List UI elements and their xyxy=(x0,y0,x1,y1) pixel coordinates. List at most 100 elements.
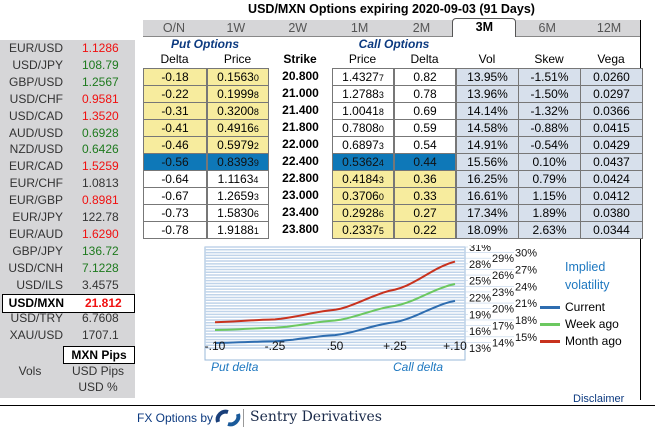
legend-label: Week ago xyxy=(565,317,619,331)
pair-rate: 108.79 xyxy=(82,57,119,72)
cell-value: 0.44 xyxy=(413,155,437,169)
call-price-cell[interactable]: 0.53624 xyxy=(332,153,394,171)
currency-pair-row[interactable]: USD/TRY 6.7608 xyxy=(0,310,135,327)
currency-pair-row[interactable]: EUR/JPY 122.78 xyxy=(0,209,135,226)
call-price-cell[interactable]: 0.41843 xyxy=(332,170,394,188)
unit-option[interactable]: USD % xyxy=(78,380,118,394)
currency-pair-row[interactable]: AUD/USD 0.6928 xyxy=(0,125,135,142)
call-price-cell[interactable]: 1.43277 xyxy=(332,68,394,86)
tab-2m[interactable]: 2M xyxy=(390,20,453,37)
tab-on[interactable]: O/N xyxy=(143,20,205,37)
cell-value: 0.5362 xyxy=(342,155,379,169)
currency-pair-row[interactable]: EUR/USD 1.1286 xyxy=(0,40,135,57)
pair-label: GBP/JPY xyxy=(12,243,63,258)
pair-label: USD/TRY xyxy=(10,311,63,326)
currency-pair-row[interactable]: EUR/CAD 1.5259 xyxy=(0,158,135,175)
tenor-tabs: O/N 1W 2W 1M 2M 3M 6M 12M xyxy=(143,18,640,37)
tab-2w[interactable]: 2W xyxy=(266,20,329,37)
strike-cell: 22.000 xyxy=(270,136,331,154)
skew-cell: -1.50% xyxy=(518,85,581,103)
pair-label: USD/JPY xyxy=(12,57,63,72)
call-price-cell[interactable]: 0.78080 xyxy=(332,119,394,137)
pair-rate: 0.8981 xyxy=(82,193,119,208)
call-price-cell[interactable]: 0.29286 xyxy=(332,204,394,222)
vega-cell: 0.0424 xyxy=(580,170,643,188)
put-price-cell[interactable]: 0.59792 xyxy=(207,136,269,154)
currency-pair-row[interactable]: USD/CAD 1.3520 xyxy=(0,108,135,125)
cell-value: 0.82 xyxy=(413,70,437,84)
unit-option[interactable]: USD Pips xyxy=(71,363,124,378)
y-tick-label: 31% xyxy=(469,245,491,254)
currency-pair-row[interactable]: USD/CHF 0.9581 xyxy=(0,91,135,108)
tab-6m[interactable]: 6M xyxy=(516,20,579,37)
pair-label: EUR/JPY xyxy=(12,210,63,224)
currency-pair-row[interactable]: USD/MXN 21.812 xyxy=(2,293,135,313)
currency-pair-row[interactable]: EUR/CHF 1.0813 xyxy=(0,175,135,192)
cell-value: 0.4916 xyxy=(217,121,254,135)
cell-value: -0.64 xyxy=(161,172,189,186)
call-price-cell[interactable]: 0.23375 xyxy=(332,221,394,239)
currency-pair-row[interactable]: NZD/USD 0.6426 xyxy=(0,141,135,158)
cell-value: 1.4327 xyxy=(342,70,379,84)
cell-value: 0.59 xyxy=(413,121,437,135)
currency-pair-row[interactable]: USD/JPY 108.79 xyxy=(0,57,135,74)
currency-pair-row[interactable]: GBP/USD 1.2567 xyxy=(0,74,135,91)
put-price-cell[interactable]: 1.11634 xyxy=(207,170,269,188)
call-price-cell[interactable]: 0.37060 xyxy=(332,187,394,205)
skew-cell: -1.51% xyxy=(518,68,581,86)
put-price-cell[interactable]: 0.83939 xyxy=(207,153,269,171)
call-delta-cell: 0.82 xyxy=(394,68,456,86)
put-price-cell[interactable]: 1.58306 xyxy=(207,204,269,222)
strike-cell: 23.800 xyxy=(270,221,331,239)
vega-cell: 0.0429 xyxy=(580,136,643,154)
currency-pair-row[interactable]: USD/ILS 3.4575 xyxy=(0,277,135,294)
y-tick-label: 19% xyxy=(469,309,491,321)
cell-value: 1.9188 xyxy=(217,223,254,237)
cell-value: 0.0366 xyxy=(593,104,630,118)
legend-swatch xyxy=(540,323,560,327)
tab-1w[interactable]: 1W xyxy=(204,20,267,37)
strike-cell: 23.400 xyxy=(270,204,331,222)
price-pip-digit: 8 xyxy=(378,107,384,117)
cell-value: 0.3200 xyxy=(217,104,254,118)
currency-pair-row[interactable]: EUR/GBP 0.8981 xyxy=(0,192,135,209)
vols-label: Vols xyxy=(18,364,42,378)
call-price-cell[interactable]: 1.00418 xyxy=(332,102,394,120)
price-pip-digit: 3 xyxy=(378,141,384,151)
y-tick-label: 18% xyxy=(515,315,537,327)
call-delta-cell: 0.54 xyxy=(394,136,456,154)
strike-value: 20.800 xyxy=(282,69,319,83)
vol-cell: 15.56% xyxy=(456,153,519,171)
currency-pair-row[interactable]: XAU/USD 1707.1 xyxy=(0,327,135,344)
call-price-cell[interactable]: 0.68973 xyxy=(332,136,394,154)
put-delta-cell: -0.31 xyxy=(143,102,207,120)
x-tick-label: -.10 xyxy=(205,339,226,353)
vol-cell: 13.96% xyxy=(456,85,519,103)
put-delta-cell: -0.41 xyxy=(143,119,207,137)
tab-12m[interactable]: 12M xyxy=(578,20,640,37)
pair-label: USD/ILS xyxy=(16,277,63,292)
currency-pair-row[interactable]: USD/CNH 7.1228 xyxy=(0,260,135,277)
put-price-cell[interactable]: 0.19998 xyxy=(207,85,269,103)
currency-pair-row[interactable]: GBP/JPY 136.72 xyxy=(0,243,135,260)
call-price-cell[interactable]: 1.27883 xyxy=(332,85,394,103)
put-price-cell[interactable]: 1.26593 xyxy=(207,187,269,205)
pair-label: GBP/USD xyxy=(8,74,63,89)
tab-3m[interactable]: 3M xyxy=(452,18,517,37)
currency-pair-row[interactable]: EUR/AUD 1.6290 xyxy=(0,226,135,243)
legend-label: Current xyxy=(565,300,606,314)
disclaimer-link[interactable]: Disclaimer xyxy=(573,393,625,405)
unit-option[interactable]: MXN Pips xyxy=(63,346,135,364)
legend-item: Week ago xyxy=(540,317,619,331)
cell-value: 0.3706 xyxy=(342,189,379,203)
cell-value: 0.8393 xyxy=(217,155,254,169)
put-price-cell[interactable]: 0.49166 xyxy=(207,119,269,137)
tab-1m[interactable]: 1M xyxy=(328,20,391,37)
put-price-cell[interactable]: 1.91881 xyxy=(207,221,269,239)
put-price-cell[interactable]: 0.15630 xyxy=(207,68,269,86)
cell-value: 0.0380 xyxy=(593,206,630,220)
strike-cell: 22.400 xyxy=(270,153,331,171)
pair-label: EUR/GBP xyxy=(8,193,63,208)
put-price-cell[interactable]: 0.32008 xyxy=(207,102,269,120)
legend-item: Current xyxy=(540,300,605,314)
